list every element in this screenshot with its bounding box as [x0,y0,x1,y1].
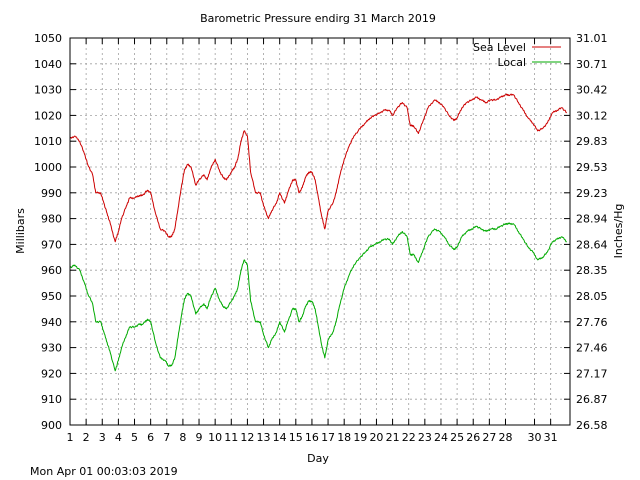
y-tick-label: 1030 [34,84,62,97]
y2-tick-label: 26.87 [576,393,608,406]
x-tick-label: 9 [196,431,203,444]
y-tick-label: 1050 [34,32,62,45]
x-tick-label: 25 [450,431,464,444]
y2-tick-label: 28.35 [576,264,608,277]
y2-tick-label: 29.53 [576,161,608,174]
y-tick-label: 970 [41,238,62,251]
x-tick-label: 1 [67,431,74,444]
x-axis-label: Day [307,452,329,465]
y2-tick-label: 28.05 [576,290,608,303]
x-tick-label: 5 [131,431,138,444]
x-tick-label: 3 [99,431,106,444]
y-tick-label: 910 [41,393,62,406]
y-tick-label: 920 [41,367,62,380]
legend: Sea Level Local [473,41,561,69]
x-tick-label: 17 [321,431,335,444]
x-tick-label: 22 [402,431,416,444]
y2-tick-label: 27.76 [576,316,608,329]
y-tick-label: 950 [41,290,62,303]
y-tick-label: 980 [41,213,62,226]
y2-tick-label: 29.23 [576,187,608,200]
plot-frame [69,37,571,426]
x-tick-label: 7 [163,431,170,444]
x-tick-label: 11 [224,431,238,444]
x-tick-label: 19 [353,431,367,444]
x-tick-label: 12 [240,431,254,444]
y2-tick-label: 31.01 [576,32,608,45]
y-axis-label: Millibars [14,208,27,254]
y2-tick-label: 29.83 [576,135,608,148]
y-tick-label: 1010 [34,135,62,148]
y2-tick-label: 30.42 [576,84,608,97]
x-tick-label: 14 [273,431,287,444]
x-tick-label: 13 [257,431,271,444]
legend-label-sea-level: Sea Level [473,41,526,54]
y2-tick-label: 28.64 [576,238,608,251]
axis-ticks [69,37,570,426]
y-tick-label: 990 [41,187,62,200]
x-tick-label: 8 [179,431,186,444]
x-tick-label: 21 [386,431,400,444]
y2-tick-label: 30.71 [576,58,608,71]
x-tick-label: 24 [434,431,448,444]
x-tick-label: 28 [498,431,512,444]
chart-title: Barometric Pressure endirg 31 March 2019 [200,12,436,25]
data-series [69,93,568,372]
y-tick-label: 940 [41,316,62,329]
y2-tick-label: 27.46 [576,342,608,355]
grid-lines [70,38,570,425]
series-line-local [69,222,567,372]
x-tick-label: 15 [289,431,303,444]
legend-label-local: Local [497,56,526,69]
y-tick-label: 1040 [34,58,62,71]
x-tick-label: 31 [544,431,558,444]
y2-tick-label: 26.58 [576,419,608,432]
x-tick-label: 26 [466,431,480,444]
series-line-sea-level [69,93,568,243]
x-tick-label: 20 [369,431,383,444]
y2-tick-label: 27.17 [576,367,608,380]
y-tick-label: 1020 [34,109,62,122]
x-tick-label: 27 [482,431,496,444]
footer-timestamp: Mon Apr 01 00:03:03 2019 [30,465,178,478]
x-tick-label: 18 [337,431,351,444]
y2-tick-label: 30.12 [576,109,608,122]
y-tick-label: 1000 [34,161,62,174]
x-tick-label: 30 [528,431,542,444]
x-tick-label: 23 [418,431,432,444]
x-tick-label: 6 [147,431,154,444]
x-tick-label: 10 [208,431,222,444]
x-tick-label: 4 [115,431,122,444]
y2-axis-label: Inches/Hg [612,204,625,259]
y-tick-label: 930 [41,342,62,355]
x-tick-label: 2 [83,431,90,444]
x-tick-label: 16 [305,431,319,444]
y-tick-label: 960 [41,264,62,277]
y-tick-label: 900 [41,419,62,432]
y2-tick-label: 28.94 [576,213,608,226]
